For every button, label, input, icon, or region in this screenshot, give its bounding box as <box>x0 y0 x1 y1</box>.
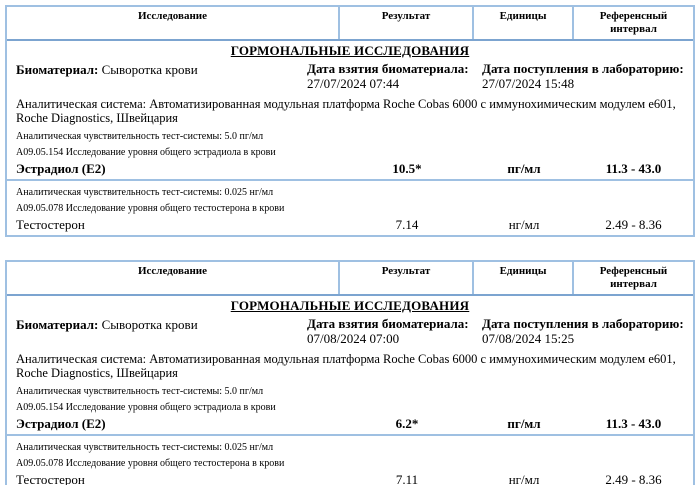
test-reference: 11.3 - 43.0 <box>605 416 662 431</box>
analytical-system-text: Аналитическая система: Автоматизированна… <box>16 97 676 125</box>
column-header-reference-interval: Референсный интервал <box>599 265 668 290</box>
test-units: пг/мл <box>507 416 541 431</box>
biomaterial-label: Биоматериал: <box>16 62 99 77</box>
test-code-line: A09.05.154 Исследование уровня общего эс… <box>16 147 276 158</box>
biomaterial: Биоматериал: Сыворотка крови <box>7 317 307 345</box>
result-row-testosterone: Тестостерон 7.14 нг/мл 2.49 - 8.36 <box>7 217 693 232</box>
test-code-line: A09.05.078 Исследование уровня общего те… <box>16 458 285 469</box>
table-body: ГОРМОНАЛЬНЫЕ ИССЛЕДОВАНИЯ Биоматериал: С… <box>7 44 693 232</box>
column-header-study: Исследование <box>7 262 340 294</box>
sensitivity-note: Аналитическая чувствительность тест-сист… <box>16 386 264 397</box>
test-result: 7.11 <box>395 472 419 485</box>
date-received-value: 27/07/2024 15:48 <box>482 76 575 91</box>
test-result: 10.5* <box>392 161 422 176</box>
column-header-reference-interval: Референсный интервал <box>599 10 668 35</box>
table-header-row: Исследование Результат Единицы Референсн… <box>7 262 693 296</box>
sensitivity-note: Аналитическая чувствительность тест-сист… <box>16 442 274 453</box>
test-name: Эстрадиол (E2) <box>16 416 106 431</box>
date-taken-value: 27/07/2024 07:44 <box>307 76 400 91</box>
specimen-info-row: Биоматериал: Сыворотка крови Дата взятия… <box>7 62 693 90</box>
section-title: ГОРМОНАЛЬНЫЕ ИССЛЕДОВАНИЯ <box>230 298 470 313</box>
result-row-estradiol: Эстрадиол (E2) 6.2* пг/мл 11.3 - 43.0 <box>7 416 693 431</box>
test-units: нг/мл <box>508 217 540 232</box>
result-row-testosterone: Тестостерон 7.11 нг/мл 2.49 - 8.36 <box>7 472 693 485</box>
test-reference: 11.3 - 43.0 <box>605 161 662 176</box>
date-taken: Дата взятия биоматериала: 27/07/2024 07:… <box>307 62 482 90</box>
test-units: пг/мл <box>507 161 541 176</box>
result-row-estradiol: Эстрадиол (E2) 10.5* пг/мл 11.3 - 43.0 <box>7 161 693 176</box>
lab-report-table-1: Исследование Результат Единицы Референсн… <box>5 5 695 237</box>
test-name: Эстрадиол (E2) <box>16 161 106 176</box>
date-received: Дата поступления в лабораторию: 07/08/20… <box>482 317 693 345</box>
specimen-info-row: Биоматериал: Сыворотка крови Дата взятия… <box>7 317 693 345</box>
section-title: ГОРМОНАЛЬНЫЕ ИССЛЕДОВАНИЯ <box>230 43 470 58</box>
date-taken-value: 07/08/2024 07:00 <box>307 331 400 346</box>
date-received-label: Дата поступления в лабораторию: <box>482 316 684 331</box>
biomaterial: Биоматериал: Сыворотка крови <box>7 62 307 90</box>
date-taken: Дата взятия биоматериала: 07/08/2024 07:… <box>307 317 482 345</box>
column-header-units: Единицы <box>474 7 574 39</box>
column-header-study: Исследование <box>7 7 340 39</box>
biomaterial-label: Биоматериал: <box>16 317 99 332</box>
analytical-system-text: Аналитическая система: Автоматизированна… <box>16 352 676 380</box>
test-reference: 2.49 - 8.36 <box>605 472 662 485</box>
section-divider <box>7 179 693 181</box>
test-result: 7.14 <box>395 217 419 232</box>
date-received-value: 07/08/2024 15:25 <box>482 331 575 346</box>
table-header-row: Исследование Результат Единицы Референсн… <box>7 7 693 41</box>
date-taken-label: Дата взятия биоматериала: <box>307 316 469 331</box>
biomaterial-value: Сыворотка крови <box>101 62 198 77</box>
test-code-line: A09.05.154 Исследование уровня общего эс… <box>16 402 276 413</box>
column-header-result: Результат <box>340 7 474 39</box>
test-code-line: A09.05.078 Исследование уровня общего те… <box>16 203 285 214</box>
date-received: Дата поступления в лабораторию: 27/07/20… <box>482 62 693 90</box>
test-units: нг/мл <box>508 472 540 485</box>
column-header-result: Результат <box>340 262 474 294</box>
test-name: Тестостерон <box>16 217 85 232</box>
lab-report-table-2: Исследование Результат Единицы Референсн… <box>5 260 695 485</box>
sensitivity-note: Аналитическая чувствительность тест-сист… <box>16 131 264 142</box>
biomaterial-value: Сыворотка крови <box>101 317 198 332</box>
section-divider <box>7 434 693 436</box>
column-header-units: Единицы <box>474 262 574 294</box>
test-result: 6.2* <box>395 416 419 431</box>
test-name: Тестостерон <box>16 472 85 485</box>
date-taken-label: Дата взятия биоматериала: <box>307 61 469 76</box>
table-body: ГОРМОНАЛЬНЫЕ ИССЛЕДОВАНИЯ Биоматериал: С… <box>7 299 693 485</box>
date-received-label: Дата поступления в лабораторию: <box>482 61 684 76</box>
test-reference: 2.49 - 8.36 <box>605 217 662 232</box>
sensitivity-note: Аналитическая чувствительность тест-сист… <box>16 187 274 198</box>
